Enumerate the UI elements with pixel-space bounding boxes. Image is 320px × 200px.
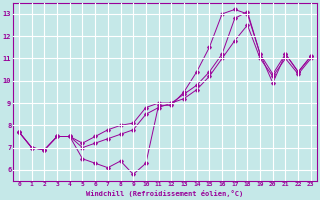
- X-axis label: Windchill (Refroidissement éolien,°C): Windchill (Refroidissement éolien,°C): [86, 190, 244, 197]
